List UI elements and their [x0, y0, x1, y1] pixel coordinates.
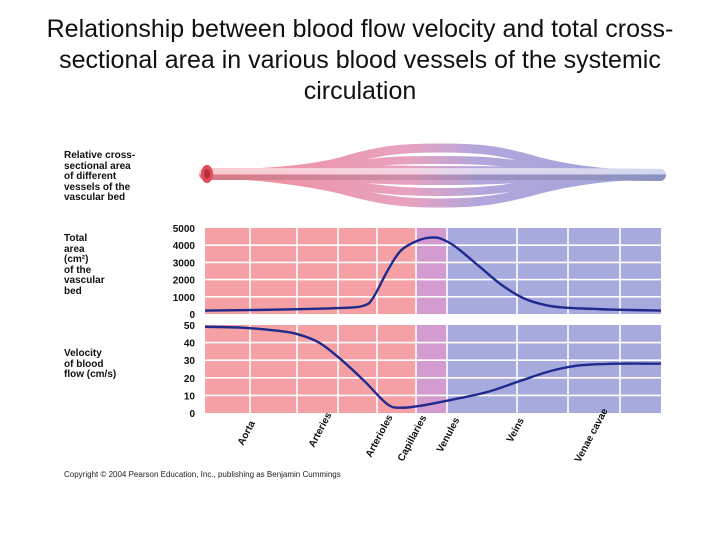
capillary-region [416, 228, 447, 314]
total-area-label: Total area (cm²) of the vascular bed [64, 233, 105, 297]
y-tick-label: 20 [184, 374, 196, 385]
y-tick-label: 4000 [173, 241, 196, 252]
velocity-curve [204, 325, 662, 409]
y-tick-label: 30 [184, 356, 196, 367]
category-label: Venae cavae [573, 406, 611, 464]
velocity-panel: 50 40 30 20 10 0 [184, 321, 662, 420]
copyright-text: Copyright © 2004 Pearson Education, Inc.… [64, 470, 341, 479]
category-label: Aorta [236, 419, 258, 448]
category-label: Capillaries [396, 413, 430, 463]
cross-section-label: Relative cross- sectional area of differ… [64, 150, 136, 203]
category-label: Venules [435, 415, 463, 454]
y-tick-label: 3000 [173, 258, 196, 269]
y-tick-label: 50 [184, 321, 196, 332]
y-tick-label: 5000 [173, 224, 196, 235]
category-label: Arterioles [364, 413, 396, 460]
vessel-illustration [199, 143, 666, 208]
y-tick-label: 1000 [173, 293, 196, 304]
velocity-label: Velocity of blood flow (cm/s) [64, 348, 117, 380]
y-tick-label: 10 [184, 391, 196, 402]
total-area-curve [204, 236, 662, 312]
category-label: Arteries [307, 410, 335, 449]
venous-region [447, 228, 661, 314]
y-tick-label: 0 [189, 409, 195, 420]
arterial-region [205, 228, 416, 314]
capillary-region [416, 325, 447, 413]
y-tick-label: 2000 [173, 276, 196, 287]
slide-title: Relationship between blood flow velocity… [46, 15, 674, 105]
y-tick-label: 0 [189, 310, 195, 321]
total-area-panel: 5000 4000 3000 2000 1000 0 [173, 224, 662, 321]
y-tick-label: 40 [184, 339, 196, 350]
category-label: Veins [505, 416, 527, 445]
